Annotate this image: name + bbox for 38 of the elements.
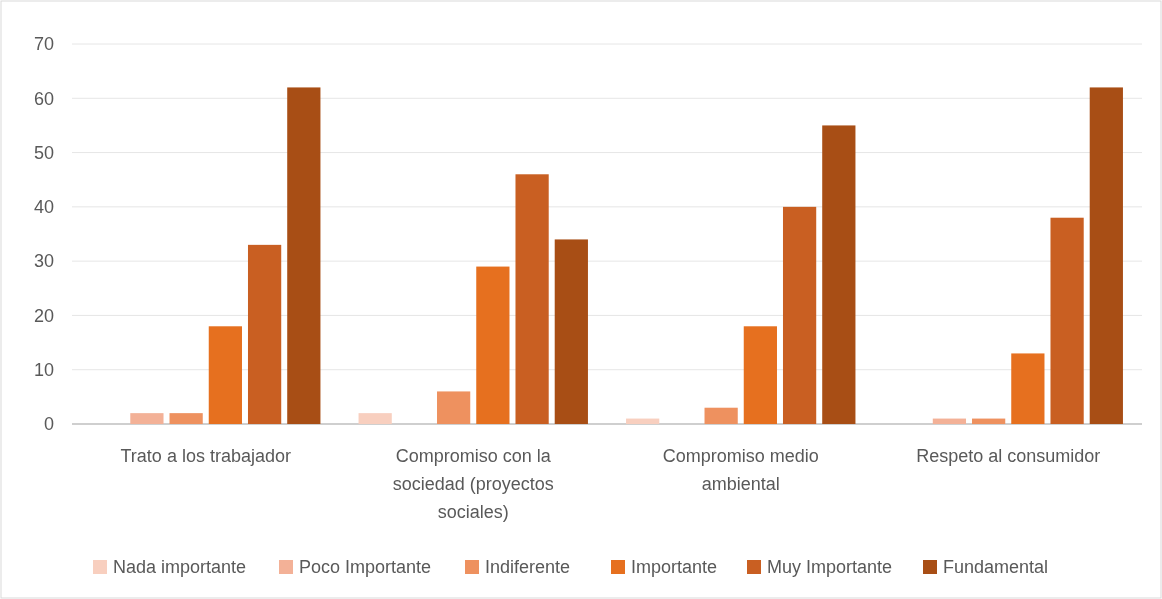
x-tick-label: Compromiso medio ambiental <box>662 446 819 494</box>
bar <box>1050 217 1084 424</box>
x-tick-label: Trato a los trabajador <box>120 446 291 466</box>
bar <box>1011 353 1045 424</box>
y-tick-label: 40 <box>33 197 54 218</box>
y-tick-label: 30 <box>33 251 54 272</box>
y-tick-label: 60 <box>33 88 54 109</box>
legend-label: Indiferente <box>485 557 571 578</box>
bar <box>822 125 856 424</box>
bar <box>169 413 203 424</box>
bar <box>932 418 967 424</box>
bar <box>743 326 777 424</box>
bar <box>515 174 549 424</box>
bar <box>782 206 817 424</box>
bar <box>287 87 321 424</box>
y-tick-label: 20 <box>33 305 54 326</box>
bar <box>704 407 738 424</box>
bar <box>626 418 660 424</box>
legend-label: Importante <box>631 557 718 578</box>
y-tick-label: 10 <box>33 360 54 381</box>
x-tick-label: Compromiso con la sociedad (proyectos sociales) <box>392 446 554 522</box>
bar <box>130 413 164 424</box>
y-tick-label: 70 <box>33 34 54 55</box>
bar <box>247 244 282 424</box>
bar <box>208 326 242 424</box>
bar <box>437 391 471 424</box>
y-tick-label: 0 <box>43 414 54 435</box>
y-tick-label: 50 <box>33 142 54 163</box>
bar <box>554 239 588 424</box>
legend-label: Poco Importante <box>299 557 432 578</box>
bar <box>972 418 1006 424</box>
legend-label: Muy Importante <box>767 557 893 578</box>
bar <box>476 266 510 424</box>
bar <box>1089 87 1123 424</box>
bar <box>358 413 392 424</box>
legend-label: Fundamental <box>943 557 1049 578</box>
x-tick-label: Respeto al consumidor <box>916 446 1101 466</box>
legend-label: Nada importante <box>113 557 247 578</box>
